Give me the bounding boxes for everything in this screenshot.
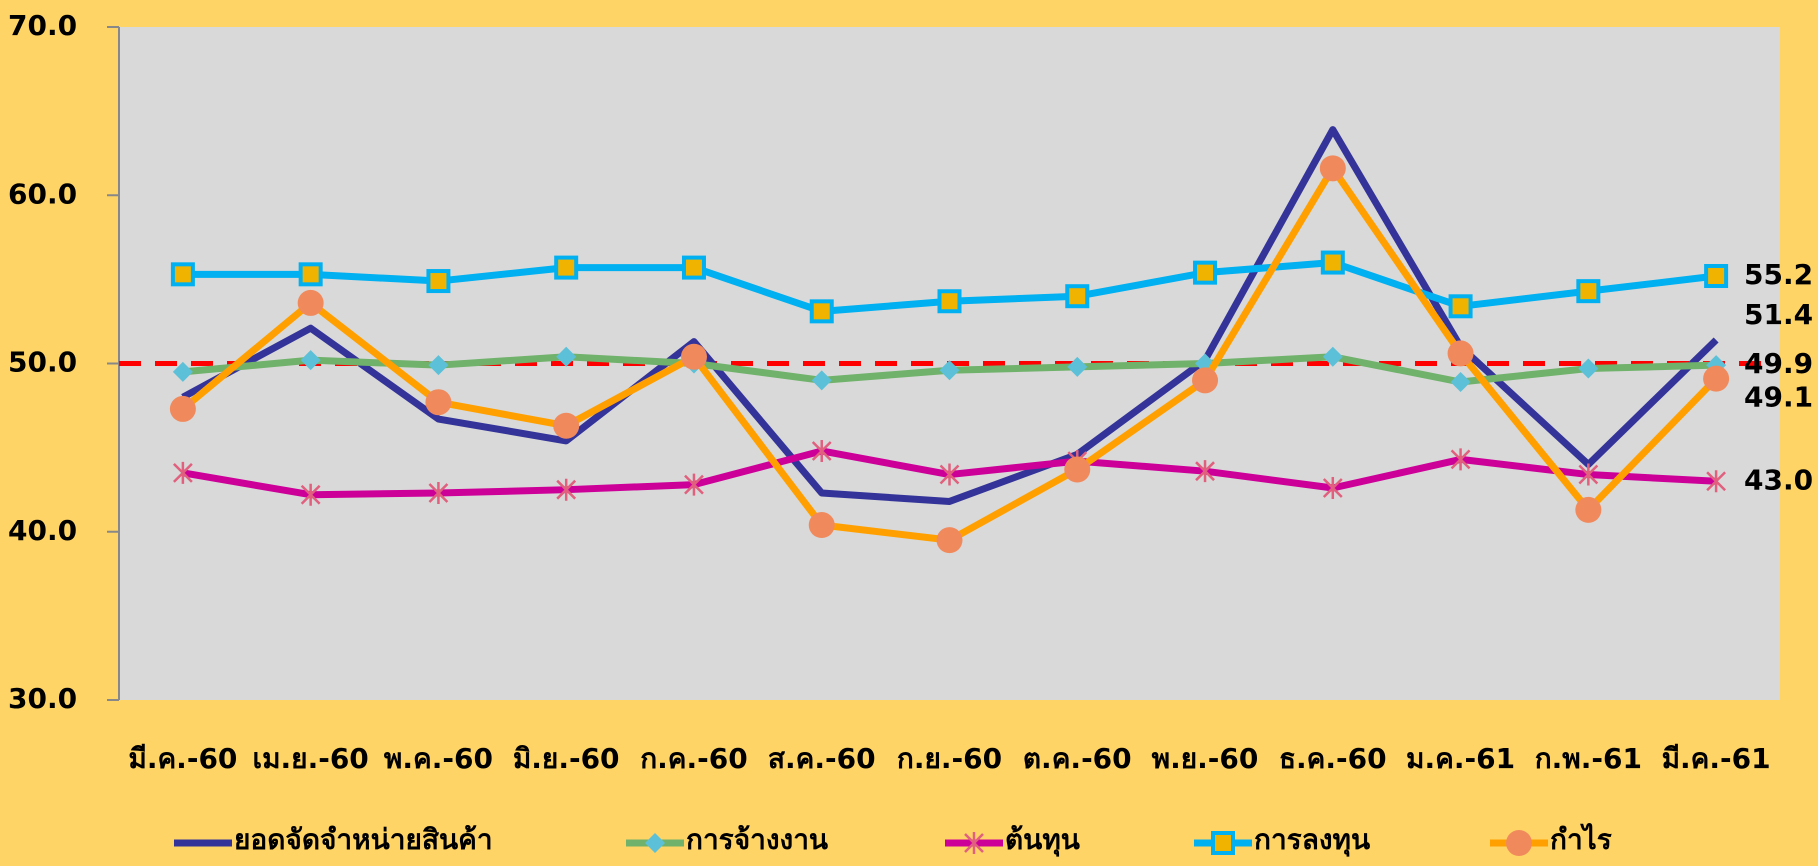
- data-point: [680, 343, 707, 370]
- data-point: [1447, 340, 1474, 367]
- data-point: [939, 463, 960, 486]
- data-point: [1195, 460, 1215, 483]
- data-point: [556, 346, 577, 367]
- data-point: [553, 412, 580, 439]
- data-point: [1703, 365, 1730, 392]
- data-point: [1450, 372, 1471, 393]
- data-label: 43.0: [1744, 463, 1813, 496]
- data-point: [172, 361, 193, 382]
- data-point: [1319, 155, 1346, 182]
- data-point: [1322, 477, 1343, 500]
- x-tick-label: พ.ย.-60: [1152, 742, 1259, 775]
- legend-marker: [645, 833, 665, 853]
- x-tick-label: ม.ค.-61: [1406, 742, 1515, 775]
- data-label: 51.4: [1744, 298, 1813, 331]
- data-point: [1320, 250, 1345, 275]
- legend-marker: [964, 832, 984, 854]
- data-point: [1450, 448, 1471, 471]
- y-tick-label: 30.0: [8, 682, 77, 715]
- data-point: [1704, 264, 1729, 289]
- data-point: [808, 512, 835, 539]
- x-tick-label: ต.ค.-60: [1023, 742, 1132, 775]
- data-point: [936, 527, 963, 554]
- data-point: [169, 395, 196, 422]
- legend-label: ต้นทุน: [1005, 823, 1080, 857]
- data-point: [173, 461, 193, 484]
- data-point: [1448, 294, 1473, 319]
- data-point: [556, 478, 577, 501]
- x-tick-label: พ.ค.-60: [384, 742, 493, 775]
- data-point: [1578, 463, 1599, 486]
- x-tick-label: มี.ค.-61: [1662, 742, 1771, 775]
- data-point: [1064, 456, 1091, 483]
- data-point: [426, 269, 451, 294]
- y-tick-label: 60.0: [8, 177, 77, 210]
- x-tick-label: มี.ค.-60: [128, 742, 237, 775]
- data-point: [1067, 356, 1088, 377]
- x-tick-label: ส.ค.-60: [768, 742, 876, 775]
- y-tick-label: 70.0: [8, 9, 77, 42]
- x-tick-label: ก.ค.-60: [640, 742, 748, 775]
- data-point: [681, 255, 706, 280]
- data-point: [1576, 279, 1601, 304]
- y-tick-label: 40.0: [8, 514, 77, 547]
- data-label: 49.9: [1744, 347, 1813, 380]
- data-point: [937, 289, 962, 314]
- x-tick-label: ธ.ค.-60: [1279, 742, 1387, 775]
- data-label: 55.2: [1744, 258, 1813, 291]
- data-point: [300, 350, 321, 371]
- legend-label: การลงทุน: [1254, 823, 1370, 857]
- data-point: [1322, 346, 1343, 367]
- data-point: [1575, 496, 1602, 523]
- data-point: [425, 389, 452, 416]
- data-point: [809, 299, 834, 324]
- data-point: [811, 370, 832, 391]
- data-point: [297, 289, 324, 316]
- legend-label: กำไร: [1550, 823, 1612, 856]
- data-point: [170, 262, 195, 287]
- x-tick-label: มิ.ย.-60: [513, 742, 620, 775]
- data-point: [684, 473, 704, 496]
- x-tick-label: ก.พ.-61: [1535, 742, 1642, 775]
- data-point: [300, 483, 321, 506]
- data-point: [1192, 367, 1219, 394]
- data-point: [1706, 470, 1727, 493]
- legend-marker: [1211, 831, 1235, 855]
- legend-label: การจ้างงาน: [686, 823, 828, 856]
- y-tick-label: 50.0: [8, 346, 77, 379]
- data-point: [554, 255, 579, 280]
- data-point: [298, 262, 323, 287]
- data-point: [428, 355, 449, 376]
- data-point: [1065, 284, 1090, 309]
- legend-label: ยอดจัดจำหน่ายสินค้า: [234, 823, 493, 856]
- data-point: [1193, 260, 1218, 285]
- legend-marker: [1506, 830, 1532, 856]
- data-point: [811, 439, 832, 462]
- data-label: 49.1: [1744, 381, 1813, 414]
- data-point: [1578, 358, 1599, 379]
- x-tick-label: ก.ย.-60: [897, 742, 1002, 775]
- data-point: [939, 360, 960, 381]
- x-tick-label: เม.ย.-60: [253, 742, 369, 775]
- data-point: [428, 482, 449, 505]
